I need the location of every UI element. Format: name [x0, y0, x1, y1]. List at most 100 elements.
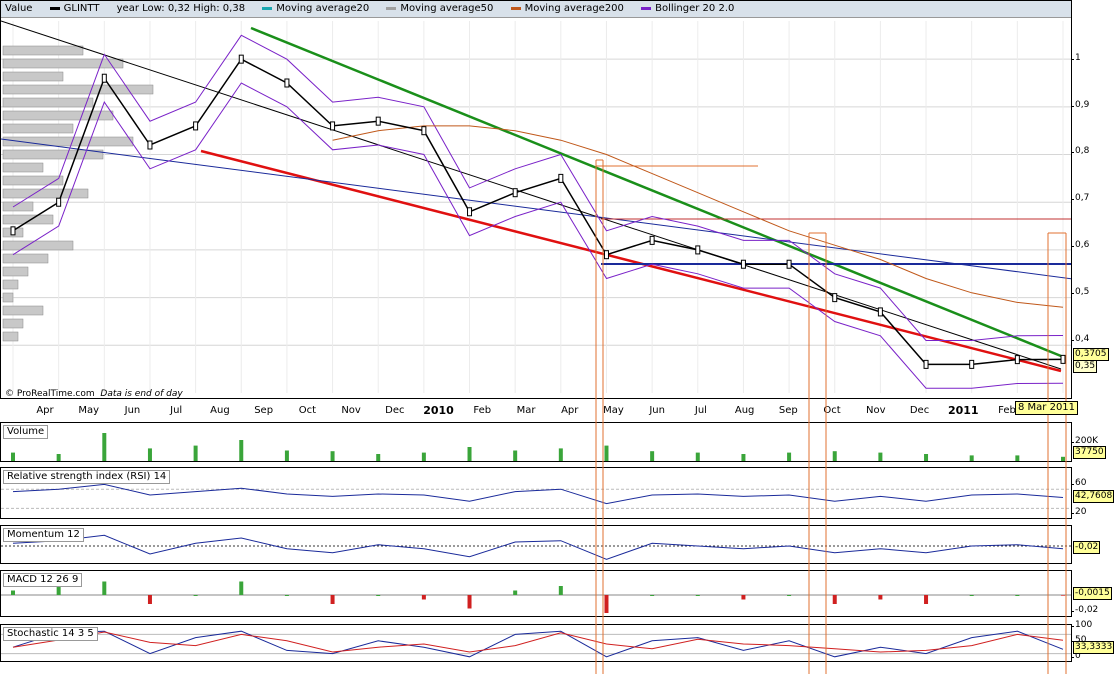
price-tick: 0,9: [1070, 100, 1090, 110]
price-line: [12, 58, 1064, 366]
stochastic-value-box: 33,3333: [1073, 641, 1115, 654]
volume-bar: [102, 433, 107, 461]
price-candle: [421, 126, 427, 136]
x-axis-label: Sep: [778, 405, 798, 416]
x-axis-label: Nov: [341, 405, 361, 416]
volume-bar: [147, 448, 152, 461]
macd-title: MACD 12 26 9: [3, 573, 83, 587]
macd-tick: -0,02: [1070, 605, 1099, 615]
trendline-red: [200, 149, 1062, 373]
stochastic-tick: 50: [1070, 635, 1087, 645]
price-candle: [330, 121, 336, 131]
macd-bar: [1015, 595, 1020, 596]
x-axis-label: Feb: [998, 405, 1016, 416]
x-axis-label: Apr: [561, 405, 579, 416]
volume-bar: [1015, 455, 1020, 461]
volume-profile-bar: [2, 45, 84, 56]
macd-bar: [924, 595, 929, 604]
price-tick: 1: [1071, 53, 1081, 63]
macd-bar: [421, 595, 426, 600]
momentum-panel[interactable]: Momentum 12: [0, 525, 1072, 564]
macd-bar: [650, 595, 655, 596]
rsi-line: [12, 483, 1064, 505]
macd-panel[interactable]: MACD 12 26 9: [0, 570, 1072, 617]
volume-bar: [284, 450, 289, 461]
price-candle: [603, 250, 609, 260]
stochastic-tick: 100: [1070, 620, 1093, 630]
price-axis: 1 0,9 0,8 0,7 0,6 0,5 0,4: [1070, 0, 1115, 399]
price-tick: 0,8: [1070, 146, 1090, 156]
rsi-panel[interactable]: Relative strength index (RSI) 14: [0, 467, 1072, 519]
rsi-tick: 60: [1070, 478, 1087, 488]
x-axis-label: May: [603, 405, 624, 416]
price-candle: [877, 307, 883, 317]
macd-bar: [56, 586, 61, 595]
volume-bar: [513, 450, 518, 461]
macd-bar: [467, 595, 472, 609]
credit-text: © ProRealTime.com Data is end of day: [5, 389, 183, 399]
x-axis-label: 2010: [423, 404, 454, 417]
volume-bar: [376, 454, 381, 461]
volume-bar: [558, 448, 563, 461]
legend-value-label: Value: [5, 3, 33, 14]
volume-bar: [11, 452, 15, 461]
volume-profile-bar: [2, 318, 24, 329]
stochastic-axis: 100 50 0: [1070, 620, 1115, 662]
x-axis-label: Dec: [909, 405, 930, 416]
rsi-tick: 20: [1070, 507, 1087, 517]
price-panel[interactable]: Value GLINTT year Low: 0,32 High: 0,38 M…: [0, 0, 1072, 399]
macd-chart: [1, 581, 1071, 613]
chart-legend: Value GLINTT year Low: 0,32 High: 0,38 M…: [1, 1, 1071, 18]
volume-bar: [604, 445, 609, 461]
legend-year-range: year Low: 0,32 High: 0,38: [116, 3, 246, 14]
price-candle: [147, 140, 153, 150]
volume-bar: [193, 445, 198, 461]
volume-profile-bar: [2, 201, 34, 212]
volume-profile-bar: [2, 292, 14, 303]
macd-axis: -0,02: [1070, 570, 1115, 617]
legend-item-ma50: Moving average50: [386, 1, 493, 17]
macd-bar: [695, 595, 700, 596]
volume-profile-bar: [2, 136, 134, 147]
macd-value-box: -0,0015: [1073, 587, 1112, 600]
rsi-value-box: 42,7608: [1073, 490, 1115, 503]
stochastic-panel[interactable]: Stochastic 14 3 5: [0, 624, 1072, 662]
price-tick: 0,6: [1070, 240, 1090, 250]
price-candle: [786, 259, 792, 269]
volume-profile-bar: [2, 175, 64, 186]
volume-bar: [787, 452, 792, 461]
price-candle: [740, 259, 746, 269]
volume-profile-bar: [2, 162, 44, 173]
macd-bar: [513, 590, 518, 595]
macd-bar: [11, 590, 15, 595]
price-tick: 0,5: [1070, 287, 1090, 297]
volume-profile-bar: [2, 149, 104, 160]
x-axis-label: Oct: [823, 405, 841, 416]
x-axis-label: Apr: [36, 405, 54, 416]
low-price-box: 0,35: [1073, 360, 1098, 373]
x-axis-label: Aug: [210, 405, 230, 416]
bollinger-upper: [12, 34, 1064, 341]
legend-item-bollinger: Bollinger 20 2.0: [641, 1, 734, 17]
volume-profile-bar: [2, 305, 44, 316]
momentum-chart: [1, 534, 1071, 560]
price-chart: [1, 20, 1071, 393]
legend-swatch: [386, 6, 397, 10]
volume-panel[interactable]: Volume: [0, 422, 1072, 462]
macd-bar: [284, 595, 289, 596]
volume-profile-bar: [2, 84, 154, 95]
volume-bar: [239, 440, 244, 461]
volume-profile-bar: [2, 71, 64, 82]
volume-bar: [330, 451, 335, 461]
volume-axis: 200K: [1070, 422, 1115, 462]
volume-profile-bar: [2, 58, 124, 69]
volume-profile-bar: [2, 279, 19, 290]
macd-bar: [376, 595, 381, 596]
price-candle: [512, 188, 518, 198]
trendline-blue: [1, 138, 1071, 280]
x-axis-label: Jul: [170, 405, 183, 416]
x-axis-label: May: [78, 405, 100, 416]
price-candle: [375, 116, 381, 126]
price-candle: [101, 73, 107, 83]
volume-profile-bar: [2, 253, 49, 264]
